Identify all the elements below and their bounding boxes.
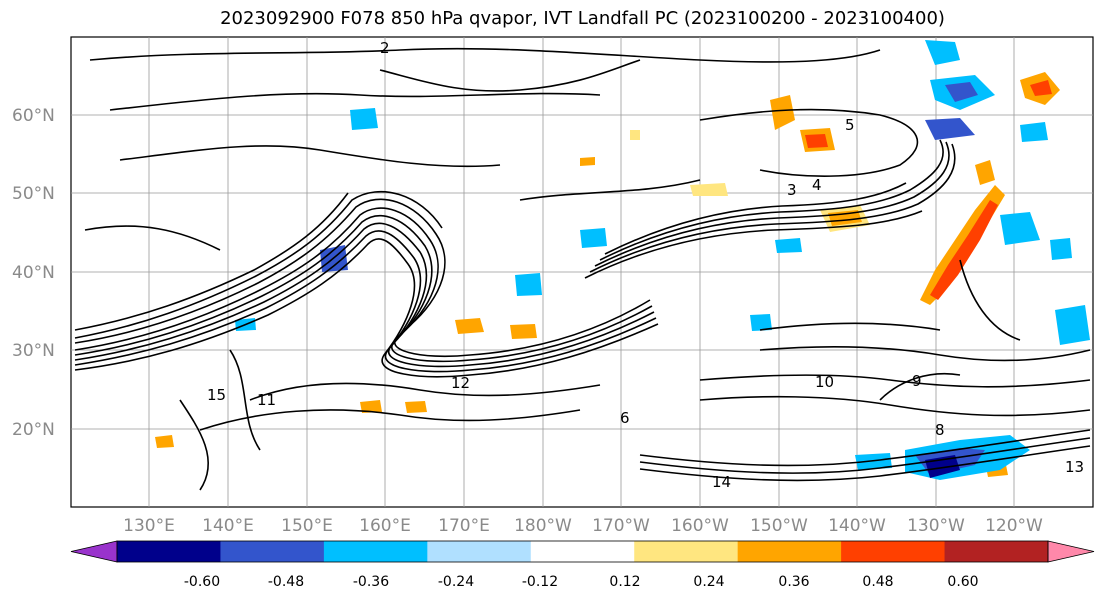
contour-label: 13 <box>1065 458 1084 476</box>
lon-label: 170°E <box>438 516 490 536</box>
contour-lines <box>74 47 1091 491</box>
colorbar-tick-label: -0.36 <box>353 574 389 590</box>
colorbar-tick-label: -0.24 <box>438 574 474 590</box>
map-title: 2023092900 F078 850 hPa qvapor, IVT Land… <box>220 8 945 29</box>
colorbar-segment <box>427 541 532 562</box>
colorbar-segment <box>634 541 739 562</box>
colorbar-segment <box>841 541 946 562</box>
colorbar-segment <box>220 541 325 562</box>
colorbar-extend-max <box>1047 540 1095 563</box>
contour-label-group: 2 3 4 5 6 8 9 10 11 12 13 14 15 <box>207 39 1084 491</box>
colorbar-tick-label: 0.36 <box>778 574 809 590</box>
contour-label: 6 <box>620 409 630 427</box>
contour-label: 3 <box>787 181 797 199</box>
lon-label: 160°W <box>671 516 729 536</box>
contour-label: 5 <box>845 116 855 134</box>
lon-label: 120°W <box>985 516 1043 536</box>
contour-label: 2 <box>380 39 390 57</box>
lon-label: 150°E <box>281 516 333 536</box>
gridlines <box>71 37 1093 507</box>
colorbar-outline <box>116 540 1049 563</box>
colorbar-tick-label: 0.12 <box>609 574 640 590</box>
lon-label: 130°E <box>123 516 175 536</box>
lon-label: 180°W <box>514 516 572 536</box>
lon-axis: 130°E 140°E 150°E 160°E 170°E 180°W 170°… <box>123 516 1043 536</box>
colorbar-segment <box>737 541 842 562</box>
lon-label: 160°E <box>359 516 411 536</box>
lon-label: 150°W <box>750 516 808 536</box>
contour-label: 10 <box>815 373 834 391</box>
colorbar-tick-label: -0.48 <box>268 574 304 590</box>
lat-label: 20°N <box>12 420 55 440</box>
contour-label: 15 <box>207 386 226 404</box>
colorbar-segment <box>323 541 428 562</box>
colorbar-ticks: -0.60 -0.48 -0.36 -0.24 -0.12 0.12 0.24 … <box>184 574 979 590</box>
contour-label: 11 <box>257 391 276 409</box>
lon-label: 140°W <box>828 516 886 536</box>
colorbar-tick-label: 0.48 <box>862 574 893 590</box>
colorbar-segment <box>944 541 1049 562</box>
contour-label: 9 <box>912 372 922 390</box>
lon-label: 140°E <box>202 516 254 536</box>
lat-axis: 60°N 50°N 40°N 30°N 20°N <box>12 106 55 440</box>
colorbar-segment <box>530 541 635 562</box>
colorbar <box>70 540 1095 563</box>
colorbar-extend-min <box>70 540 118 563</box>
lat-label: 30°N <box>12 341 55 361</box>
colorbar-tick-label: -0.60 <box>184 574 220 590</box>
contour-label: 12 <box>451 374 470 392</box>
lat-label: 40°N <box>12 263 55 283</box>
colorbar-tick-label: 0.24 <box>693 574 724 590</box>
lat-label: 60°N <box>12 106 55 126</box>
contour-label: 8 <box>935 421 945 439</box>
colorbar-tick-label: 0.60 <box>947 574 978 590</box>
lon-label: 130°W <box>907 516 965 536</box>
colorbar-segment <box>117 541 221 562</box>
contour-label: 4 <box>812 176 822 194</box>
contour-label: 14 <box>712 473 731 491</box>
colorbar-tick-label: -0.12 <box>522 574 558 590</box>
lat-label: 50°N <box>12 184 55 204</box>
lon-label: 170°W <box>592 516 650 536</box>
